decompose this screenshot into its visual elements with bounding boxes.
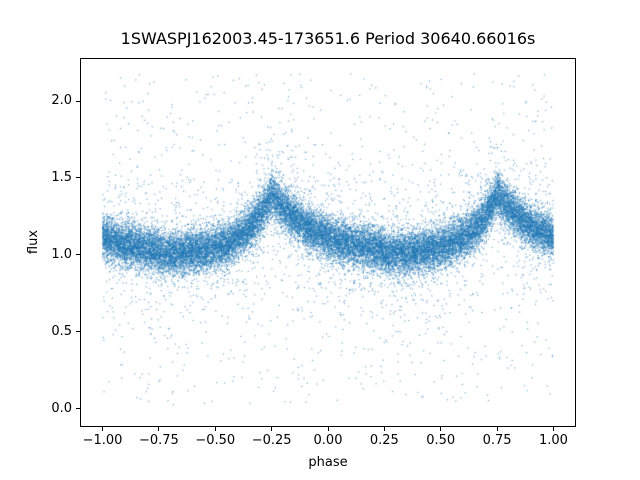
y-tick-label: 0.5 [51,323,72,339]
x-tick-label: 0.50 [426,433,456,448]
x-tick-label: 0.00 [313,433,343,448]
y-tick-mark [76,177,80,179]
x-tick-mark [158,427,160,431]
y-tick-label: 1.5 [51,169,72,185]
y-tick-mark [76,254,80,256]
plot-area [80,58,576,427]
x-tick-mark [440,427,442,431]
y-tick-mark [76,408,80,410]
x-tick-mark [496,427,498,431]
y-tick-label: 2.0 [51,93,72,109]
y-tick-label: 0.0 [51,400,72,416]
x-tick-label: −0.25 [251,433,292,448]
y-tick-mark [76,100,80,102]
chart-title: 1SWASPJ162003.45-173651.6 Period 30640.6… [120,29,536,48]
x-tick-mark [552,427,554,431]
y-tick-mark [76,331,80,333]
x-tick-mark [214,427,216,431]
x-tick-label: 1.00 [538,433,568,448]
x-tick-label: 0.25 [369,433,399,448]
x-tick-label: 0.75 [482,433,512,448]
x-tick-label: −1.00 [82,433,123,448]
x-tick-mark [383,427,385,431]
x-tick-mark [327,427,329,431]
x-axis-label: phase [308,455,348,470]
scatter-canvas [80,58,576,427]
x-tick-mark [102,427,104,431]
x-tick-label: −0.75 [138,433,179,448]
x-tick-label: −0.50 [195,433,236,448]
x-tick-mark [271,427,273,431]
y-tick-label: 1.0 [51,246,72,262]
